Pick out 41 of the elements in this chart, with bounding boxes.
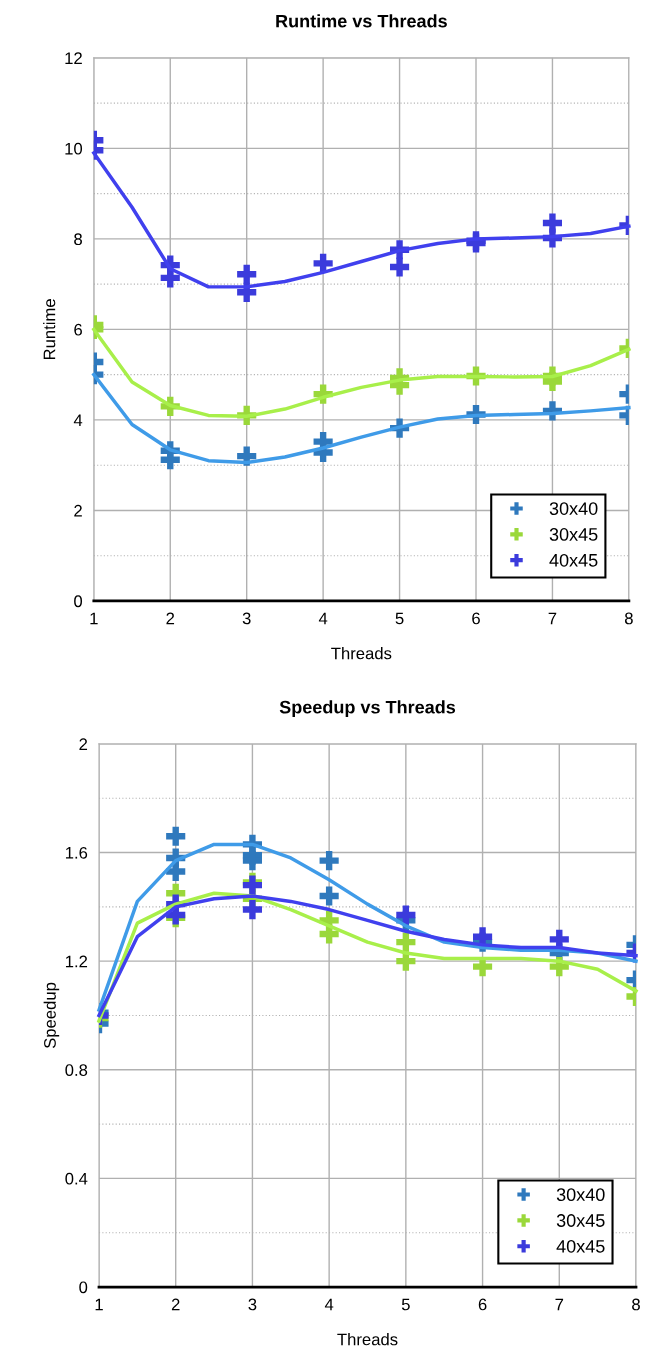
y-tick-label: 4 [73,414,83,426]
y-tick-label: 12 [65,52,82,64]
x-tick-label: 1 [90,612,98,625]
legend-label: 40x45 [549,553,598,567]
x-tick-label: 5 [395,612,404,625]
x-tick-label: 3 [248,1298,257,1311]
chart-title: Speedup vs Threads [279,700,456,718]
y-tick-label: 1.6 [65,846,88,859]
y-tick-label: 0.4 [65,1172,88,1185]
x-tick-label: 3 [242,612,251,625]
legend-label: 30x40 [549,502,598,515]
y-tick-label: 1.2 [65,955,88,968]
y-tick-label: 8 [74,233,82,246]
x-tick-label: 1 [95,1298,103,1311]
x-tick-label: 2 [171,1298,180,1311]
legend-label: 30x40 [556,1188,605,1202]
x-tick-label: 6 [478,1298,487,1311]
y-axis-title: Runtime [43,299,56,360]
y-axis-title: Speedup [43,982,60,1049]
y-tick-label: 2 [74,504,82,517]
y-tick-label: 0 [74,595,83,608]
x-axis-title: Threads [337,1333,398,1346]
y-tick-label: 10 [65,142,83,155]
x-tick-label: 2 [166,612,175,625]
legend-label: 40x45 [556,1239,605,1253]
legend-label: 30x45 [556,1214,605,1227]
x-tick-label: 7 [548,612,557,625]
x-tick-label: 8 [624,612,633,625]
y-tick-label: 0.8 [65,1064,88,1076]
x-tick-label: 4 [318,612,328,625]
chart-title: Runtime vs Threads [276,14,447,28]
legend-label: 30x45 [549,528,598,541]
x-axis-title: Threads [331,647,392,660]
x-tick-label: 5 [401,1298,410,1311]
y-tick-label: 6 [74,323,82,336]
y-tick-label: 2 [79,738,88,750]
x-tick-label: 4 [324,1298,334,1311]
y-tick-label: 0 [79,1281,88,1294]
x-tick-label: 6 [472,612,480,625]
x-tick-label: 8 [632,1298,640,1311]
x-tick-label: 7 [555,1298,564,1311]
